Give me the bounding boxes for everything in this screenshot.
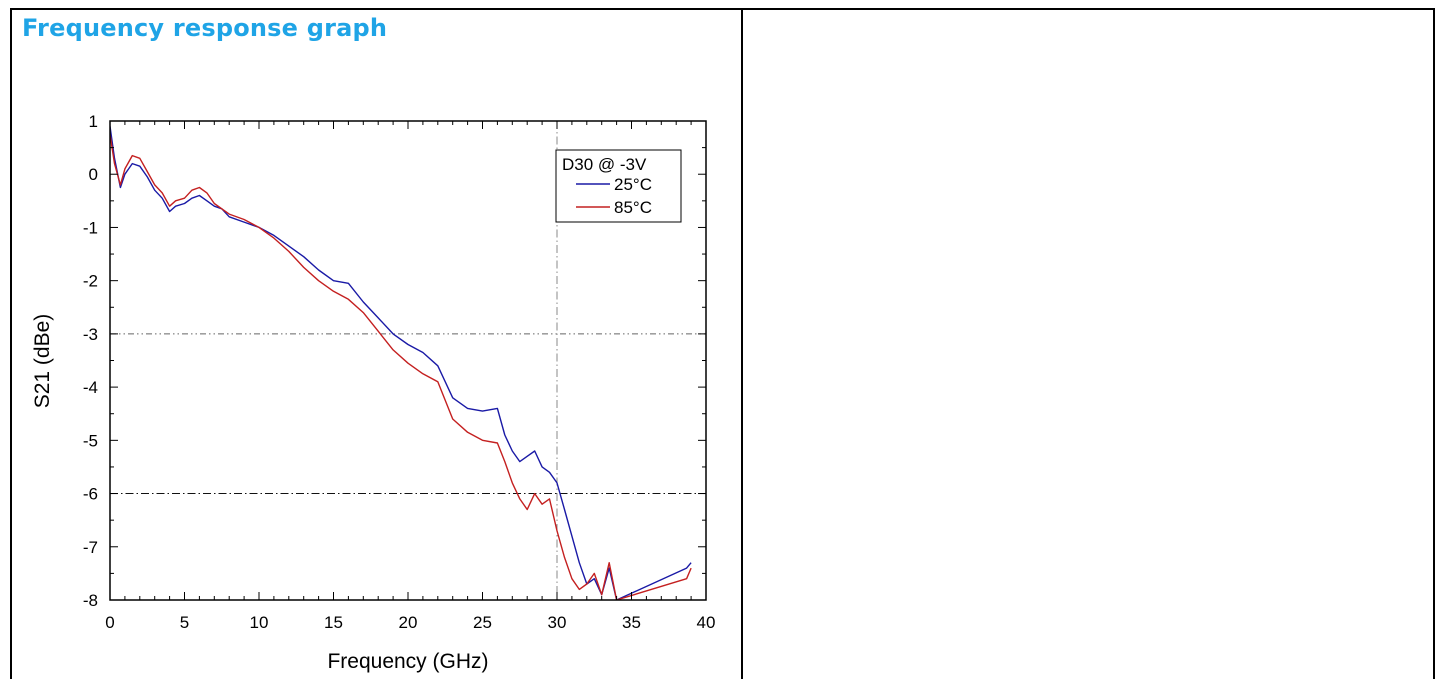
x-tick-label: 0 <box>105 613 114 632</box>
x-tick-label: 40 <box>697 613 716 632</box>
x-tick-label: 15 <box>324 613 343 632</box>
y-tick-label: -4 <box>83 378 98 397</box>
section-title: Frequency response graph <box>22 14 388 42</box>
y-tick-label: 0 <box>89 165 98 184</box>
y-tick-label: -8 <box>83 591 98 610</box>
legend-label-85c: 85°C <box>614 198 652 217</box>
x-tick-label: 5 <box>180 613 189 632</box>
y-tick-label: -5 <box>83 431 98 450</box>
axis-ticks <box>109 120 707 601</box>
legend-box <box>555 149 682 223</box>
x-tick-label: 20 <box>399 613 418 632</box>
left-table-cell <box>10 8 743 679</box>
y-axis-label: S21 (dBe) <box>31 314 54 409</box>
legend: D30 @ -3V 25°C 85°C <box>555 149 682 223</box>
x-axis-label: Frequency (GHz) <box>327 650 488 673</box>
series-line-0 <box>110 126 692 600</box>
y-tick-label: -1 <box>83 218 98 237</box>
series-layer <box>110 126 692 600</box>
legend-label-25c: 25°C <box>614 175 652 194</box>
y-tick-label: -6 <box>83 485 98 504</box>
right-table-cell <box>743 8 1435 679</box>
y-tick-label: -2 <box>83 272 98 291</box>
x-tick-label: 25 <box>473 613 492 632</box>
y-tick-label: -3 <box>83 325 98 344</box>
x-tick-label: 30 <box>548 613 567 632</box>
x-tick-label: 10 <box>250 613 269 632</box>
legend-title: D30 @ -3V <box>562 155 647 174</box>
x-tick-label: 35 <box>622 613 641 632</box>
series-line-1 <box>110 134 692 600</box>
y-tick-label: 1 <box>89 112 98 131</box>
y-tick-label: -7 <box>83 538 98 557</box>
